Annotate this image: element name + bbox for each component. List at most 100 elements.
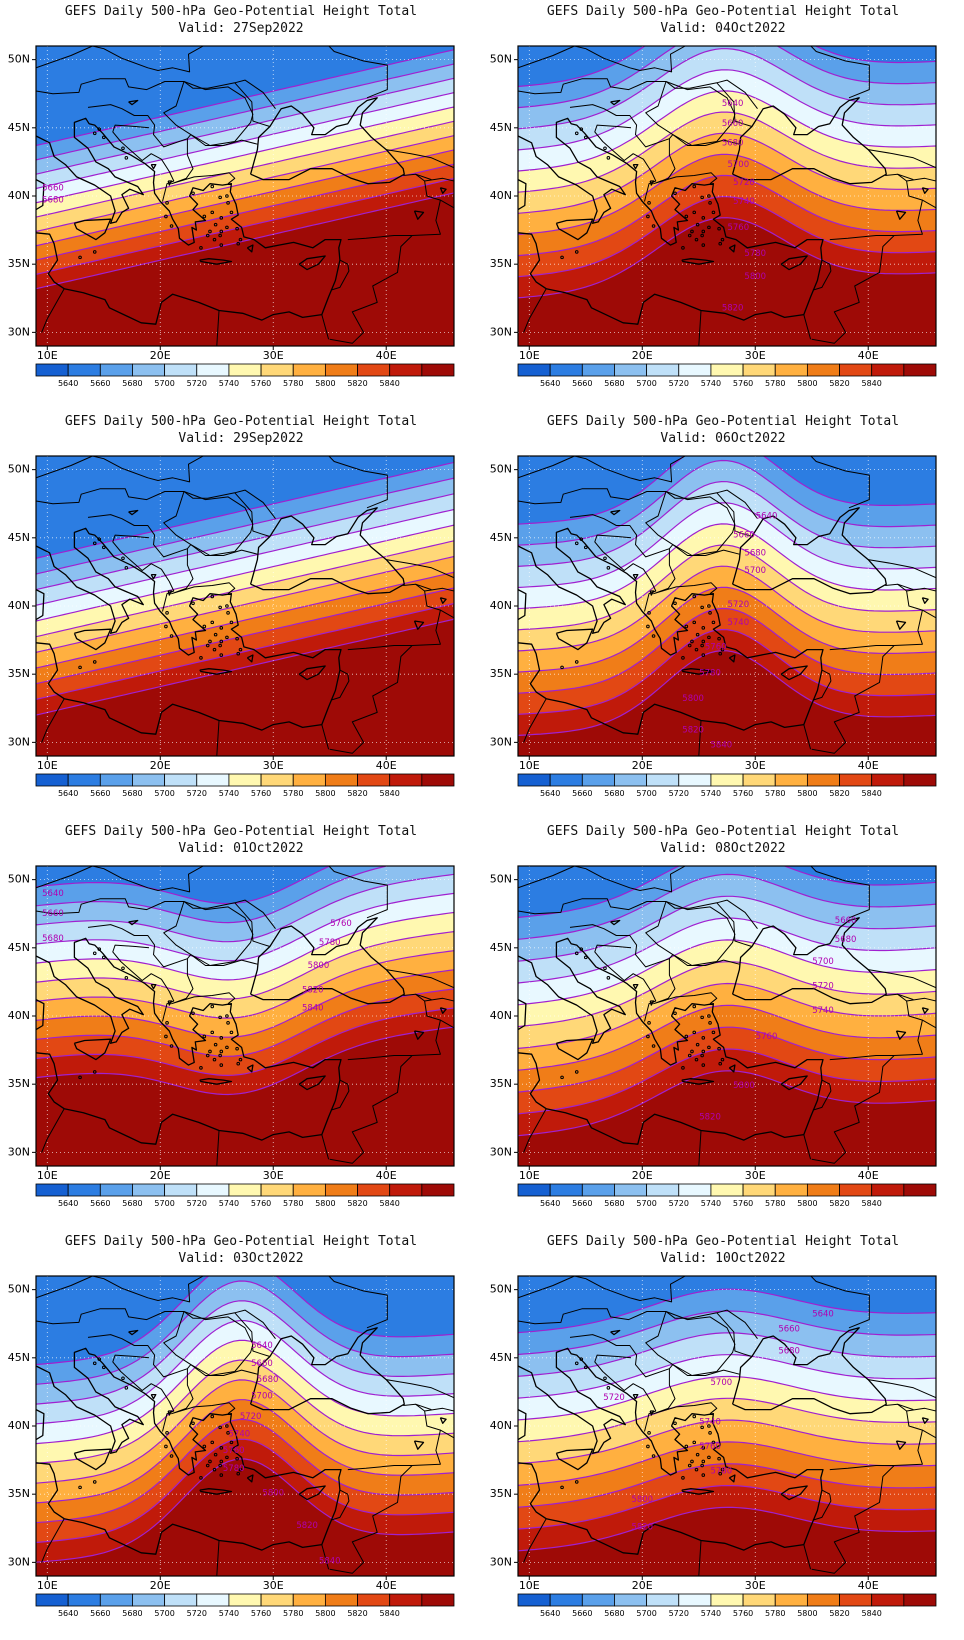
colorbar-level-label: 5760 <box>733 789 753 798</box>
contour-line <box>518 1048 936 1115</box>
contour-label: 5780 <box>699 668 721 678</box>
colorbar-level-label: 5840 <box>862 1199 882 1208</box>
latitude-tick-label: 50N <box>8 1283 30 1296</box>
contour-line <box>36 120 454 218</box>
longitude-tick-label: 20E <box>150 349 171 362</box>
latitude-tick-label: 30N <box>490 735 512 748</box>
colorbar-level-label: 5740 <box>219 379 239 388</box>
map-panel: 5640 5660 5680 5700 5720 5740 5760 5780 5800 5820… <box>0 1230 482 1640</box>
colorbar-level-label: 5760 <box>251 1199 271 1208</box>
colorbar-level-label: 5680 <box>604 379 624 388</box>
contour-line <box>36 930 454 1000</box>
contour-label: 5780 <box>744 249 766 259</box>
valid-date: 08Oct2022 <box>715 841 786 856</box>
colorbar-level-label: 5780 <box>765 1199 785 1208</box>
latitude-tick-label: 40N <box>8 1009 30 1022</box>
colorbar-level-label: 5800 <box>315 1199 335 1208</box>
contour-line <box>36 461 454 559</box>
map-field: 5640 5660 5680 5700 5720 5740 5760 5780 5800 5820 <box>518 1276 936 1576</box>
contour-label: 5800 <box>733 1081 755 1091</box>
longitude-tick-label: 10E <box>519 759 540 772</box>
colorbar-level-label: 5660 <box>572 1199 592 1208</box>
colorbar-level-label: 5640 <box>540 379 560 388</box>
colorbar-level-label: 5820 <box>829 1199 849 1208</box>
map-field: 5660 5680 5700 5720 5740 5760 5800 5820 <box>518 866 936 1166</box>
contour-line <box>36 1300 454 1405</box>
contour-label: 5760 <box>699 1442 721 1452</box>
latitude-tick-label: 45N <box>490 121 512 134</box>
contour-label: 5780 <box>711 1467 733 1477</box>
panel-title: GEFS Daily 500-hPa Geo-Potential Height … <box>64 1234 418 1249</box>
coastlines-borders <box>36 866 454 1166</box>
contour-line <box>36 63 454 161</box>
contour-line <box>518 961 936 1028</box>
contour-label: 5660 <box>835 916 857 926</box>
contour-label: 5680 <box>257 1375 279 1385</box>
colorbar-level-label: 5840 <box>380 789 400 798</box>
colorbar-level-label: 5640 <box>58 1199 78 1208</box>
valid-date: 03Oct2022 <box>233 1251 304 1266</box>
longitude-tick-label: 20E <box>632 1169 653 1182</box>
colorbar-level-label: 5740 <box>701 1609 721 1618</box>
map-panel: 5640 5660 5680 5760 5780 5800 5820 5840 30N 35N 40… <box>0 820 482 1230</box>
latitude-tick-label: 40N <box>8 599 30 612</box>
colorbar-level-label: 5780 <box>283 789 303 798</box>
contour-line <box>36 602 454 701</box>
latitude-tick-label: 40N <box>490 189 512 202</box>
panel-title: GEFS Daily 500-hPa Geo-Potential Height … <box>546 4 900 19</box>
contour-line <box>36 950 454 1019</box>
latitude-tick-label: 50N <box>490 1283 512 1296</box>
valid-prefix: Valid: <box>660 1251 708 1266</box>
colorbar-level-label: 5760 <box>251 379 271 388</box>
colorbar: 5640 5660 5680 5700 5720 5740 5760 5780 5800 5820… <box>35 363 455 388</box>
contour-label: 5740 <box>812 1006 834 1016</box>
contour-line <box>36 540 454 638</box>
colorbar-level-label: 5720 <box>187 1609 207 1618</box>
geopotential-height-map: 5660 5680 5700 5720 5740 5760 5800 5820 30N 35N 40… <box>490 865 937 1208</box>
coastlines-borders <box>36 46 454 346</box>
colorbar-level-label: 5640 <box>540 1609 560 1618</box>
contour-label: 5820 <box>296 1521 318 1531</box>
contour-label: 5660 <box>722 119 744 129</box>
contour-line <box>518 873 936 940</box>
contour-line <box>36 493 454 591</box>
contour-line <box>518 153 936 236</box>
map-panel: 5640 5660 5680 5700 5720 5740 5760 5780 5800 5820… <box>482 1230 964 1640</box>
latitude-tick-label: 50N <box>490 463 512 476</box>
colorbar-level-label: 5760 <box>733 1609 753 1618</box>
latitude-tick-label: 30N <box>490 325 512 338</box>
contour-line <box>36 988 454 1057</box>
contour-line <box>518 195 936 278</box>
latitude-tick-label: 50N <box>490 873 512 886</box>
geopotential-height-map: 5640 5660 5680 5760 5780 5800 5820 5840 30N 35N 40… <box>8 865 455 1208</box>
contour-label: 5720 <box>727 600 749 610</box>
colorbar-level-label: 5840 <box>380 1609 400 1618</box>
colorbar-level-label: 5800 <box>797 1199 817 1208</box>
latitude-tick-label: 45N <box>8 1351 30 1364</box>
map-panel: 5660 5680 5700 5720 5740 5760 5800 5820 30N 35N 40… <box>482 820 964 1230</box>
contour-label: 5700 <box>251 1392 273 1402</box>
latitude-tick-label: 40N <box>490 1419 512 1432</box>
contour-line <box>518 523 936 610</box>
contour-label: 5840 <box>319 1557 341 1567</box>
valid-date-line: Valid: 27Sep2022 <box>0 21 482 37</box>
colorbar-level-label: 5760 <box>251 1609 271 1618</box>
contour-line <box>518 1026 936 1093</box>
colorbar-level-label: 5700 <box>154 1199 174 1208</box>
coastlines-borders <box>518 1276 936 1576</box>
height-band <box>36 866 330 904</box>
latitude-tick-label: 45N <box>490 531 512 544</box>
valid-date: 29Sep2022 <box>233 431 304 446</box>
colorbar-level-label: 5780 <box>765 379 785 388</box>
latitude-tick-label: 35N <box>490 1487 512 1500</box>
contour-line <box>518 650 936 737</box>
contour-line <box>36 177 454 276</box>
contour-line <box>518 895 936 962</box>
contour-line <box>36 1280 454 1385</box>
contour-line <box>518 1310 936 1356</box>
latitude-tick-label: 30N <box>8 325 30 338</box>
colorbar-level-label: 5840 <box>862 379 882 388</box>
valid-date-line: Valid: 29Sep2022 <box>0 431 482 447</box>
valid-prefix: Valid: <box>660 841 708 856</box>
contour-line <box>518 1463 936 1508</box>
